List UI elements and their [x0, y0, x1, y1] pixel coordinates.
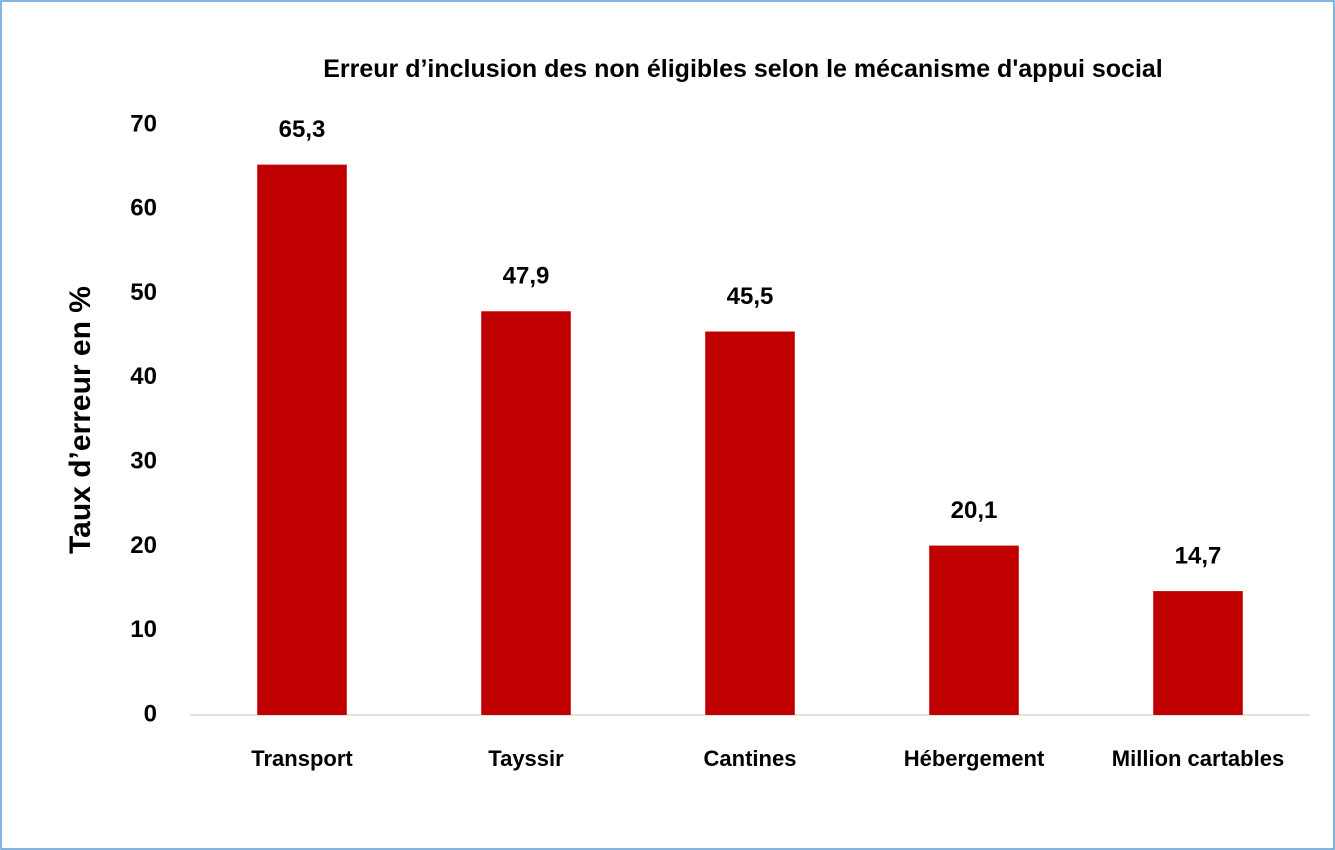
y-tick-label: 70	[130, 110, 157, 137]
y-tick-label: 10	[130, 616, 157, 643]
y-tick-label: 60	[130, 195, 157, 222]
x-tick-label: Million cartables	[1112, 746, 1284, 771]
y-tick-label: 50	[130, 279, 157, 306]
chart-title: Erreur d’inclusion des non éligibles sel…	[323, 55, 1163, 83]
y-tick-label: 0	[144, 700, 157, 727]
x-tick-label: Cantines	[704, 746, 797, 771]
y-tick-label: 30	[130, 447, 157, 474]
x-tick-label: Transport	[251, 746, 353, 771]
bar	[481, 311, 571, 715]
bar	[929, 545, 1019, 715]
value-label: 20,1	[951, 497, 998, 524]
x-tick-label: Hébergement	[904, 746, 1045, 771]
y-tick-label: 40	[130, 363, 157, 390]
y-axis-label: Taux d’erreur en %	[64, 286, 97, 554]
x-tick-label: Tayssir	[488, 746, 564, 771]
bar	[257, 164, 347, 716]
value-label: 45,5	[727, 283, 774, 310]
value-label: 14,7	[1175, 542, 1222, 569]
value-label: 65,3	[279, 116, 326, 143]
y-tick-label: 20	[130, 532, 157, 559]
value-label: 47,9	[503, 263, 550, 290]
bar	[705, 331, 795, 715]
bar	[1153, 591, 1243, 715]
